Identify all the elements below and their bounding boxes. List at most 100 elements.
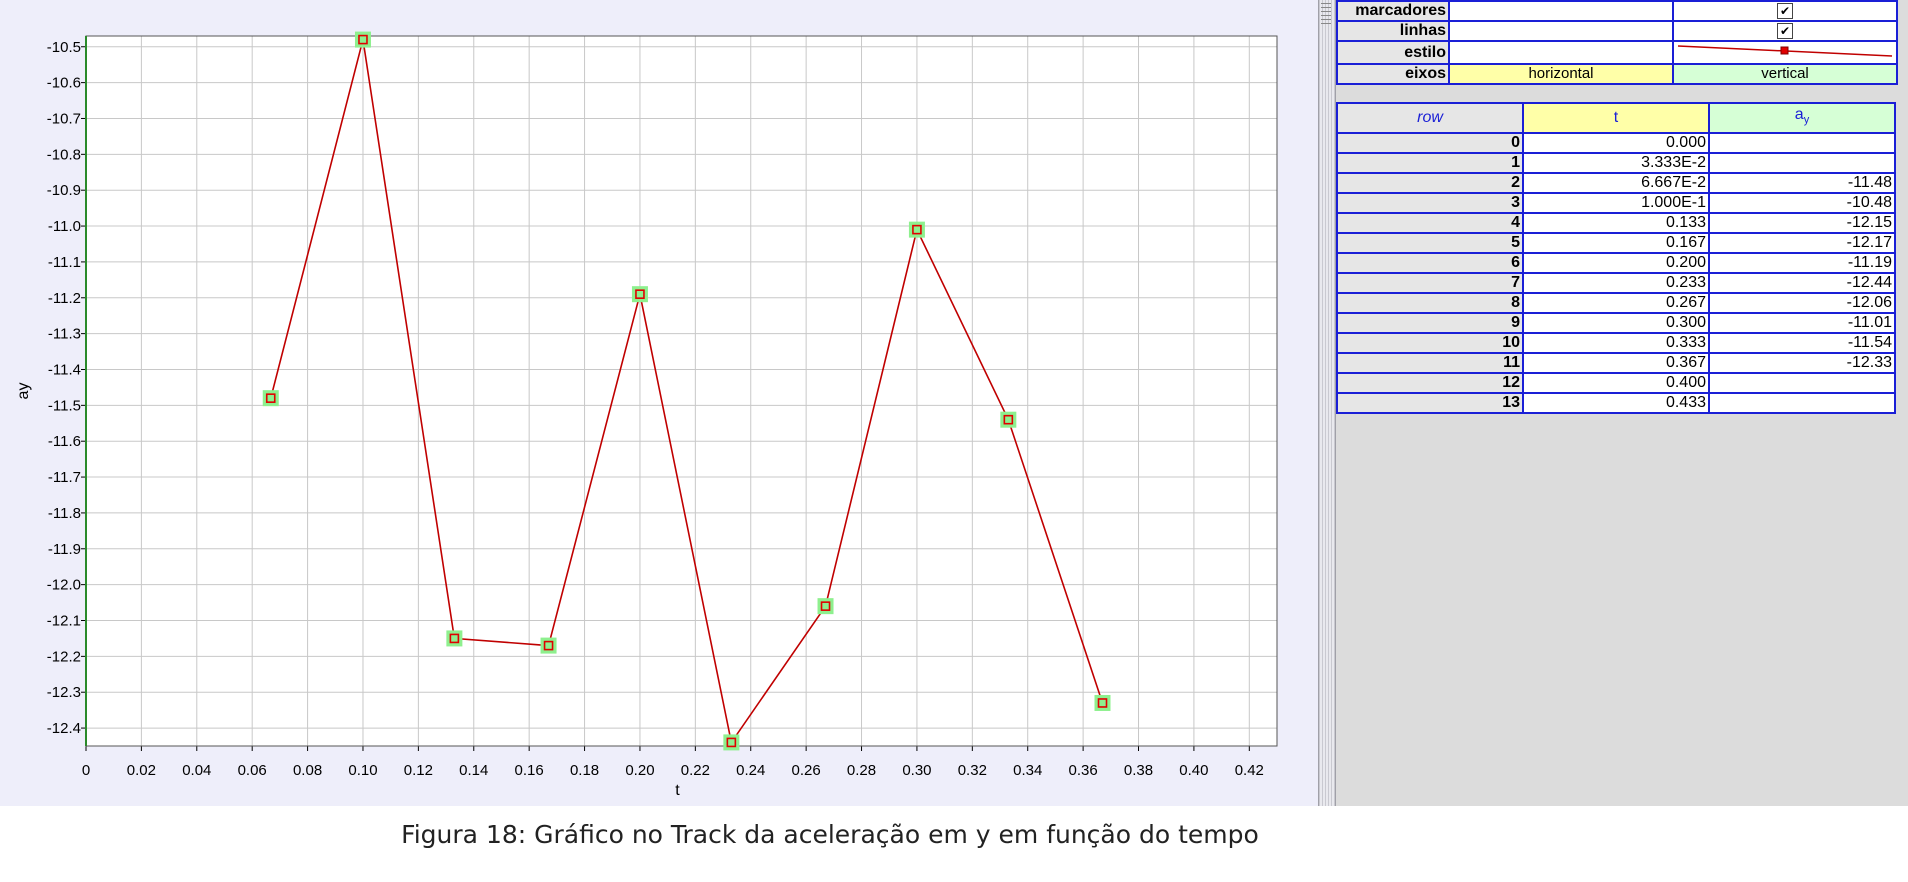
row-number-cell[interactable]: 7 <box>1336 272 1524 294</box>
table-row[interactable]: 10 0.333 -11.54 <box>1336 332 1896 354</box>
linhas-checkbox-cell[interactable]: ✔ <box>1672 20 1898 42</box>
data-point-marker[interactable] <box>1003 414 1014 425</box>
ay-cell[interactable] <box>1708 132 1896 154</box>
data-point-marker[interactable] <box>820 601 831 611</box>
row-number-cell[interactable]: 3 <box>1336 192 1524 214</box>
row-number-cell[interactable]: 13 <box>1336 392 1524 414</box>
table-row[interactable]: 3 1.000E-1 -10.48 <box>1336 192 1896 214</box>
linhas-checkbox[interactable]: ✔ <box>1777 23 1793 39</box>
data-point-highlight[interactable] <box>631 286 648 303</box>
t-cell[interactable]: 0.000 <box>1522 132 1710 154</box>
column-header-row[interactable]: row <box>1336 102 1524 134</box>
ay-cell[interactable]: -11.48 <box>1708 172 1896 194</box>
table-row[interactable]: 1 3.333E-2 <box>1336 152 1896 174</box>
data-point-marker[interactable] <box>1097 698 1108 708</box>
row-number-cell[interactable]: 6 <box>1336 252 1524 274</box>
x-tick-label: 0.36 <box>1069 762 1098 779</box>
t-cell[interactable]: 0.200 <box>1522 252 1710 274</box>
grip-handle-icon[interactable] <box>1321 2 1331 24</box>
ay-cell[interactable]: -10.48 <box>1708 192 1896 214</box>
data-point-marker[interactable] <box>449 633 460 644</box>
ay-cell[interactable]: -11.01 <box>1708 312 1896 334</box>
t-cell[interactable]: 0.333 <box>1522 332 1710 354</box>
data-point-highlight[interactable] <box>446 630 463 647</box>
data-point-marker[interactable] <box>635 289 645 299</box>
t-cell[interactable]: 0.133 <box>1522 212 1710 234</box>
marcadores-checkbox-cell[interactable]: ✔ <box>1672 0 1898 22</box>
y-tick-label: -12.1 <box>47 612 81 629</box>
x-tick-label: 0.12 <box>404 762 433 779</box>
t-cell[interactable]: 3.333E-2 <box>1522 152 1710 174</box>
row-number-cell[interactable]: 11 <box>1336 352 1524 374</box>
property-empty-cell <box>1448 40 1674 65</box>
row-number-cell[interactable]: 1 <box>1336 152 1524 174</box>
plot-panel[interactable]: 0 0.02 0.04 0.06 0.08 0.10 0.12 0.14 0.16 0.18 0.2… <box>0 0 1318 806</box>
row-number-cell[interactable]: 2 <box>1336 172 1524 194</box>
ay-cell[interactable]: -12.06 <box>1708 292 1896 314</box>
table-row[interactable]: 6 0.200 -11.19 <box>1336 252 1896 274</box>
ay-cell[interactable]: -12.33 <box>1708 352 1896 374</box>
t-cell[interactable]: 0.267 <box>1522 292 1710 314</box>
data-point-marker[interactable] <box>726 737 737 748</box>
row-number-cell[interactable]: 8 <box>1336 292 1524 314</box>
data-point-marker[interactable] <box>912 224 922 235</box>
row-number-cell[interactable]: 4 <box>1336 212 1524 234</box>
ay-cell[interactable] <box>1708 152 1896 174</box>
column-header-ay[interactable]: ay <box>1708 102 1896 134</box>
horizontal-axis-cell[interactable]: horizontal <box>1448 63 1674 85</box>
row-number-cell[interactable]: 0 <box>1336 132 1524 154</box>
data-point-highlight[interactable] <box>1000 411 1017 428</box>
data-point-highlight[interactable] <box>817 598 834 615</box>
data-point-highlight[interactable] <box>262 390 279 407</box>
t-cell[interactable]: 0.167 <box>1522 232 1710 254</box>
data-point-highlight[interactable] <box>1094 694 1111 711</box>
ay-cell[interactable]: -12.44 <box>1708 272 1896 294</box>
data-point-highlight[interactable] <box>540 637 557 654</box>
ay-cell[interactable]: -11.19 <box>1708 252 1896 274</box>
table-row[interactable]: 13 0.433 <box>1336 392 1896 414</box>
table-row[interactable]: 2 6.667E-2 -11.48 <box>1336 172 1896 194</box>
t-cell[interactable]: 0.233 <box>1522 272 1710 294</box>
row-number-cell[interactable]: 10 <box>1336 332 1524 354</box>
line-style-preview-icon[interactable] <box>1676 42 1894 58</box>
split-pane-divider[interactable] <box>1318 0 1336 806</box>
ay-cell[interactable] <box>1708 392 1896 414</box>
y-tick-label: -11.7 <box>48 469 81 486</box>
y-tick-label: -12.0 <box>47 577 81 594</box>
data-point-highlight[interactable] <box>723 734 740 751</box>
table-row[interactable]: 4 0.133 -12.15 <box>1336 212 1896 234</box>
table-row[interactable]: 11 0.367 -12.33 <box>1336 352 1896 374</box>
data-point-highlight[interactable] <box>354 31 371 48</box>
table-row[interactable]: 7 0.233 -12.44 <box>1336 272 1896 294</box>
row-number-cell[interactable]: 5 <box>1336 232 1524 254</box>
t-cell[interactable]: 0.300 <box>1522 312 1710 334</box>
row-number-cell[interactable]: 12 <box>1336 372 1524 394</box>
data-point-marker[interactable] <box>265 393 276 403</box>
row-number-cell[interactable]: 9 <box>1336 312 1524 334</box>
ay-cell[interactable]: -11.54 <box>1708 332 1896 354</box>
table-row[interactable]: 9 0.300 -11.01 <box>1336 312 1896 334</box>
ay-cell[interactable]: -12.15 <box>1708 212 1896 234</box>
ay-cell[interactable]: -12.17 <box>1708 232 1896 254</box>
table-row[interactable]: 12 0.400 <box>1336 372 1896 394</box>
t-cell[interactable]: 0.433 <box>1522 392 1710 414</box>
series-line[interactable] <box>269 39 1104 745</box>
vertical-axis-cell[interactable]: vertical <box>1672 63 1898 85</box>
t-cell[interactable]: 0.400 <box>1522 372 1710 394</box>
table-row[interactable]: 0 0.000 <box>1336 132 1896 154</box>
table-row[interactable]: 8 0.267 -12.06 <box>1336 292 1896 314</box>
t-cell[interactable]: 6.667E-2 <box>1522 172 1710 194</box>
column-header-t[interactable]: t <box>1522 102 1710 134</box>
data-point-highlight[interactable] <box>908 221 925 238</box>
t-cell[interactable]: 1.000E-1 <box>1522 192 1710 214</box>
style-preview-cell[interactable] <box>1672 40 1898 65</box>
x-tick-label: 0.22 <box>681 762 710 779</box>
t-cell[interactable]: 0.367 <box>1522 352 1710 374</box>
ay-vs-t-chart[interactable]: 0 0.02 0.04 0.06 0.08 0.10 0.12 0.14 0.16 0.18 0.2… <box>0 0 1318 806</box>
table-row[interactable]: 5 0.167 -12.17 <box>1336 232 1896 254</box>
data-point-marker[interactable] <box>543 640 554 651</box>
data-point-marker[interactable] <box>358 34 368 45</box>
marcadores-checkbox[interactable]: ✔ <box>1777 3 1793 19</box>
ay-cell[interactable] <box>1708 372 1896 394</box>
x-tick-label: 0.32 <box>958 762 987 779</box>
